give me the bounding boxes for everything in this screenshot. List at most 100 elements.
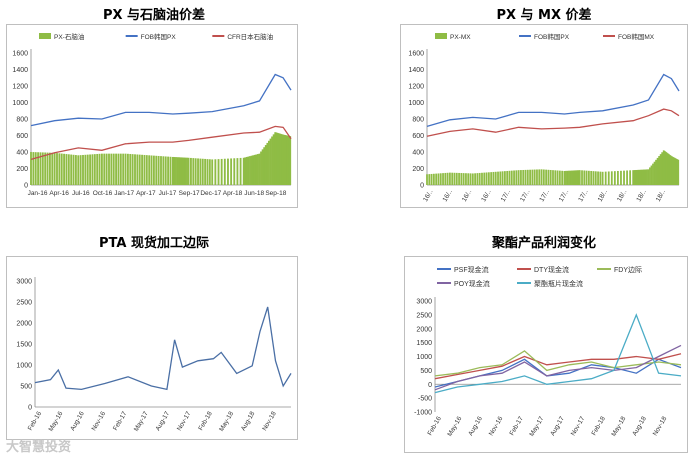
x-tick-label: 17/.. xyxy=(538,188,550,203)
bar-series-0 xyxy=(162,156,165,185)
bar-series-0 xyxy=(617,170,619,185)
y-tick-label: 1600 xyxy=(408,51,424,58)
bar-series-0 xyxy=(253,154,256,185)
bar-series-0 xyxy=(148,155,151,185)
bar-series-0 xyxy=(604,171,607,185)
bar-series-0 xyxy=(261,149,264,185)
legend-label: PX-MX xyxy=(450,34,471,41)
bar-series-0 xyxy=(540,169,543,185)
bar-series-0 xyxy=(129,153,132,185)
x-tick-label: Jan-17 xyxy=(114,190,134,197)
bar-series-0 xyxy=(67,154,70,185)
chart-4-panel: -1000 -500 0 500 1000 1500 2000 2500 3000 Feb-16 M… xyxy=(404,256,688,453)
bar-series-0 xyxy=(497,171,499,185)
y-tick-label: 400 xyxy=(16,150,28,157)
bar-series-0 xyxy=(592,171,595,185)
legend-label: CFR日本石脑油 xyxy=(227,32,273,41)
y-tick-label: 1200 xyxy=(12,84,28,91)
bar-series-0 xyxy=(610,171,613,185)
bar-series-0 xyxy=(585,170,588,185)
bar-series-0 xyxy=(249,156,251,185)
y-tick-label: 0 xyxy=(24,183,28,190)
bar-series-0 xyxy=(239,157,242,185)
legend-label: FOB韩国PX xyxy=(534,32,570,41)
bar-series-0 xyxy=(252,155,255,185)
bar-series-0 xyxy=(635,169,638,185)
bar-series-0 xyxy=(578,170,581,185)
bar-series-0 xyxy=(581,170,583,185)
bar-series-0 xyxy=(48,152,51,185)
bar-series-0 xyxy=(169,156,172,185)
y-tick-label: 3000 xyxy=(416,299,432,306)
x-tick-label: 18/.. xyxy=(635,188,647,203)
bar-series-0 xyxy=(84,154,87,185)
bar-series-0 xyxy=(650,165,653,185)
x-tick-label: May-17 xyxy=(133,410,150,433)
y-tick-label: -1000 xyxy=(414,410,432,417)
bar-series-0 xyxy=(451,172,454,185)
y-tick-label: 1000 xyxy=(12,100,28,107)
bar-series-0 xyxy=(143,154,146,185)
bar-series-0 xyxy=(138,154,141,185)
bar-series-0 xyxy=(561,170,564,185)
y-tick-label: 2500 xyxy=(16,300,32,307)
bar-series-0 xyxy=(536,169,538,185)
y-tick-label: 0 xyxy=(28,405,32,412)
bar-series-0 xyxy=(552,170,554,185)
bar-series-0 xyxy=(145,155,148,185)
line-series-2 xyxy=(426,108,680,137)
bar-series-0 xyxy=(444,172,447,185)
bar-series-0 xyxy=(247,156,250,185)
bar-series-0 xyxy=(41,152,44,185)
bar-series-0 xyxy=(268,140,270,185)
x-tick-label: 16/.. xyxy=(461,188,473,203)
bar-series-0 xyxy=(223,158,226,185)
bar-series-0 xyxy=(227,158,229,185)
bar-series-0 xyxy=(179,157,182,185)
bar-series-0 xyxy=(269,138,272,185)
y-tick-label: 1200 xyxy=(408,84,424,91)
bar-series-0 xyxy=(190,157,192,185)
bar-series-0 xyxy=(467,173,470,185)
bar-series-0 xyxy=(554,170,557,185)
bar-series-0 xyxy=(197,158,199,185)
y-tick-label: 0 xyxy=(428,382,432,389)
x-tick-label: May-18 xyxy=(218,410,235,433)
bar-series-0 xyxy=(260,151,262,185)
bar-series-0 xyxy=(565,170,567,185)
bar-series-0 xyxy=(194,158,197,185)
bar-series-0 xyxy=(446,172,449,185)
y-tick-label: 0 xyxy=(420,183,424,190)
bar-series-0 xyxy=(642,169,645,185)
bar-series-0 xyxy=(108,153,110,185)
bar-series-0 xyxy=(549,169,552,185)
bar-series-0 xyxy=(131,154,134,185)
watermark-text: 大智慧投资 xyxy=(6,440,72,455)
x-tick-label: Nov-18 xyxy=(652,415,669,437)
x-tick-label: Aug-17 xyxy=(549,415,566,437)
bar-series-0 xyxy=(529,169,531,185)
y-tick-label: -500 xyxy=(418,396,432,403)
legend-label: 聚酯瓶片现金流 xyxy=(534,279,583,288)
x-tick-label: 18/.. xyxy=(597,188,609,203)
bar-series-0 xyxy=(437,173,440,185)
bar-series-0 xyxy=(258,153,261,185)
chart-3-panel: 0 500 1000 1500 2000 2500 3000 Feb-16 May-16 Aug-… xyxy=(6,256,298,440)
y-tick-label: 1400 xyxy=(12,67,28,74)
bar-series-0 xyxy=(590,170,593,185)
bar-series-0 xyxy=(478,172,481,185)
legend-label: FOB韩国MX xyxy=(618,32,655,41)
line-series-3 xyxy=(434,344,682,391)
bar-series-0 xyxy=(264,145,267,185)
bar-series-0 xyxy=(96,153,99,185)
bar-series-0 xyxy=(171,156,174,185)
x-tick-label: Sep-18 xyxy=(265,190,286,197)
bar-series-0 xyxy=(93,154,96,185)
bar-series-0 xyxy=(517,170,520,185)
bar-series-0 xyxy=(632,170,635,185)
x-tick-label: 18/.. xyxy=(655,188,667,203)
chart-3-title: PTA 现货加工边际 xyxy=(99,236,209,251)
x-tick-label: Apr-16 xyxy=(49,190,69,197)
